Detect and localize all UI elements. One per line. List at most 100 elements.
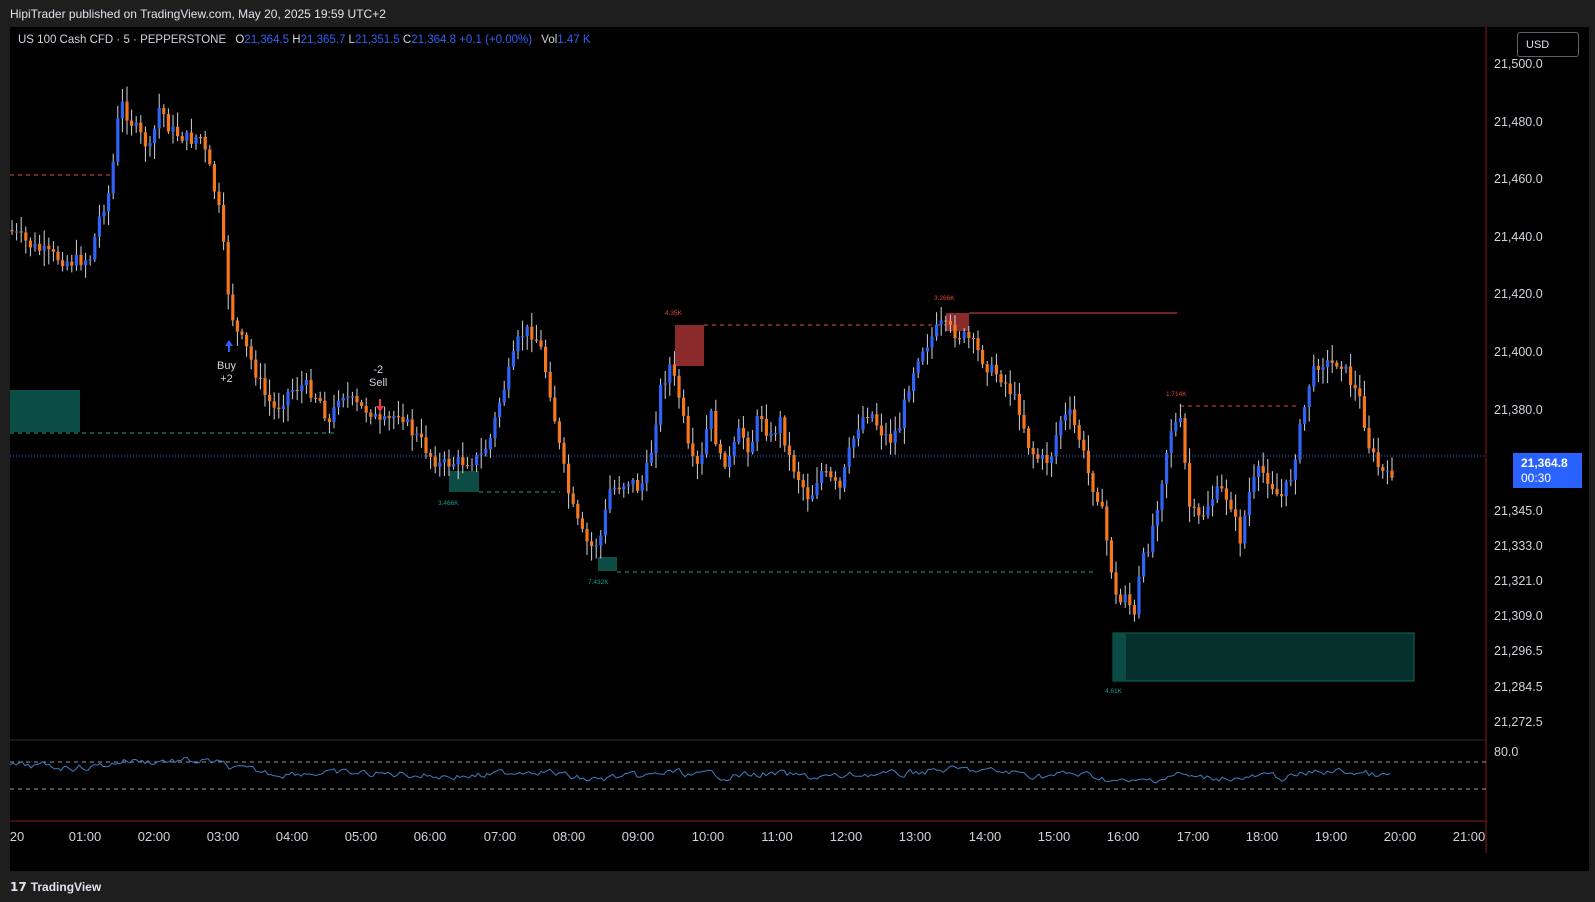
bull-candle <box>392 416 396 419</box>
oscillator-line <box>9 756 1391 784</box>
sell-signal-text: Sell <box>369 377 388 389</box>
price-axis-label: 21,380.0 <box>1494 403 1543 417</box>
bear-candle <box>1275 489 1279 495</box>
bear-candle <box>268 394 272 402</box>
bear-candle <box>369 412 373 417</box>
bull-candle <box>1068 409 1072 415</box>
bear-candle <box>1017 393 1021 415</box>
low-label: L <box>348 34 355 46</box>
currency-button[interactable]: USD <box>1517 32 1579 57</box>
high-value: 21,365.7 <box>300 34 346 46</box>
oscillator-axis-label: 80.0 <box>1494 745 1518 759</box>
bull-candle <box>843 467 847 488</box>
bull-candle <box>1303 407 1307 424</box>
bear-candle <box>1004 382 1008 384</box>
bear-candle <box>162 107 166 115</box>
bear-candle <box>10 230 14 232</box>
bear-candle <box>258 377 262 379</box>
bear-candle <box>1045 454 1049 463</box>
open-value: 21,364.5 <box>244 34 290 46</box>
bull-candle <box>341 397 345 401</box>
bear-candle <box>1091 473 1095 493</box>
publisher-text: HipiTrader published on TradingView.com,… <box>10 7 386 21</box>
bear-candle <box>1367 427 1371 449</box>
bull-candle <box>1123 594 1127 603</box>
bear-candle <box>203 136 207 150</box>
price-axis-label: 21,440.0 <box>1494 230 1543 244</box>
bear-candle <box>1339 366 1343 369</box>
bear-candle <box>1073 409 1077 426</box>
bull-candle <box>737 427 741 443</box>
zone-volume-label: 4.61K <box>1105 688 1123 695</box>
bar-countdown: 00:30 <box>1521 471 1552 485</box>
bull-candle <box>350 396 354 398</box>
bull-candle <box>107 193 111 212</box>
bull-candle <box>502 389 506 403</box>
price-axis-label: 21,296.5 <box>1494 644 1543 658</box>
bull-candle <box>194 136 198 144</box>
bear-candle <box>1132 605 1136 615</box>
bear-candle <box>1261 466 1265 473</box>
bull-candle <box>755 416 759 442</box>
time-axis-label: 02:00 <box>138 829 171 844</box>
bear-candle <box>401 417 405 423</box>
bull-candle <box>153 128 157 144</box>
bull-candle <box>774 432 778 435</box>
bear-candle <box>24 232 28 241</box>
footer-bar: 𝟭𝟳 TradingView <box>0 871 1595 902</box>
bull-candle <box>1160 483 1164 510</box>
bear-candle <box>226 241 230 295</box>
bull-candle <box>456 457 460 465</box>
bull-candle <box>438 462 442 467</box>
bear-candle <box>1390 470 1394 478</box>
bear-candle <box>19 231 23 233</box>
bear-candle <box>189 132 193 144</box>
bull-candle <box>1215 486 1219 500</box>
volume-value: 1.47 K <box>557 34 591 46</box>
tradingview-brand[interactable]: 𝟭𝟳 TradingView <box>10 880 101 894</box>
bull-candle <box>1050 456 1054 463</box>
bull-candle <box>97 216 101 237</box>
bear-candle <box>272 401 276 408</box>
bear-candle <box>953 324 957 339</box>
bear-candle <box>130 120 134 126</box>
bear-candle <box>760 416 764 420</box>
bull-candle <box>475 455 479 466</box>
publisher-bar: HipiTrader published on TradingView.com,… <box>0 0 1595 27</box>
bear-candle <box>254 359 258 378</box>
bear-candle <box>958 338 962 340</box>
symbol-title[interactable]: US 100 Cash CFD · 5 · PEPPERSTONE <box>18 34 227 46</box>
bear-candle <box>1362 396 1366 428</box>
bear-candle <box>1353 384 1357 389</box>
price-axis-label: 21,333.0 <box>1494 539 1543 553</box>
bull-candle <box>861 417 865 430</box>
bull-candle <box>134 122 138 126</box>
bull-candle <box>171 126 175 132</box>
bear-candle <box>387 416 391 419</box>
buy-signal-qty: +2 <box>220 373 233 385</box>
bear-candle <box>879 425 883 436</box>
bull-candle <box>120 101 124 119</box>
time-axis-label: 04:00 <box>276 829 309 844</box>
bull-candle <box>185 132 189 141</box>
price-axis-label: 21,500.0 <box>1494 57 1543 71</box>
bear-candle <box>1220 486 1224 489</box>
bull-candle <box>640 483 644 491</box>
bear-candle <box>889 433 893 443</box>
bear-candle <box>682 397 686 416</box>
price-axis-label: 21,345.0 <box>1494 504 1543 518</box>
chart-area[interactable] <box>10 27 1589 871</box>
bear-candle <box>1008 383 1012 395</box>
bear-candle <box>1119 594 1123 603</box>
bear-candle <box>327 418 331 422</box>
bear-candle <box>875 414 879 426</box>
bear-candle <box>677 375 681 398</box>
bear-candle <box>1096 492 1100 502</box>
bear-candle <box>1238 516 1242 544</box>
bear-candle <box>829 471 833 478</box>
volume-label: Vol <box>541 34 558 46</box>
bull-candle <box>820 471 824 484</box>
bull-candle <box>88 259 92 261</box>
sell-signal-qty: -2 <box>373 364 384 376</box>
